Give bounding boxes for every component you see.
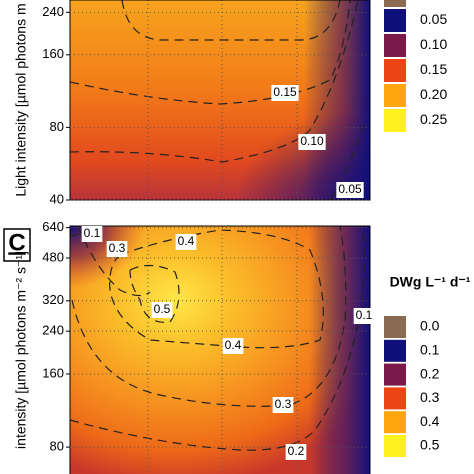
contour-label-bg [272,397,294,413]
contour-label: 0.4 [225,338,242,352]
legend-swatch [384,59,406,82]
contour-label: 0.1 [84,226,101,240]
contour-line [77,225,151,297]
legend-swatch [384,339,406,362]
legend-swatch [384,34,406,57]
contour-label-bg [298,134,326,150]
y-tick-label: 40 [50,191,64,206]
y-tick-label: 640 [42,219,64,234]
contour-line [69,0,351,105]
legend-label: 0.0 [420,318,440,334]
y-tick-label: 240 [42,4,64,19]
contour-label: 0.15 [273,85,297,99]
y-tick-label: 320 [42,292,64,307]
contour-label: 0.5 [154,302,171,316]
heatmap-corner [70,0,370,200]
legend-swatch [384,84,406,107]
legend-label: 0.3 [420,389,440,405]
panel-label: C [8,229,25,256]
legend-label: 0.5 [420,437,440,453]
contour-label-bg [336,182,364,198]
contour-label: 0.2 [288,444,305,458]
contour-label: 0.10 [300,134,324,148]
y-axis-label: Light intensity [µmol photons m [13,3,29,196]
legend-label: 0.1 [420,342,440,358]
contour-label-bg [222,338,244,354]
legend-label: 0.20 [420,86,447,102]
heatmap-corner [70,226,370,474]
legend-swatch [384,363,406,386]
legend-label: 0.00 [420,0,447,2]
y-axis-label: intensity [µmol photons m⁻² s⁻¹] [13,251,29,449]
contour-label: 0.1 [356,308,373,322]
y-tick-label: 160 [42,46,64,61]
panel-top: 40 80 160 240 Light intensity [µmol photons … [13,0,447,206]
legend-title: DWg L⁻¹ d⁻¹ [390,274,471,290]
legend-label: 0.25 [420,111,447,127]
y-tick-label: 240 [42,323,64,338]
legend-label: 0.4 [420,413,440,429]
legend-label: 0.05 [420,11,447,27]
legend-swatch [384,9,406,32]
contour-label: 0.05 [338,182,362,196]
y-tick-label: 80 [50,119,64,134]
y-tick-label: 160 [42,365,64,380]
contour-label-bg [106,241,128,257]
contour-label-bg [353,308,375,324]
y-tick-label: 480 [42,249,64,264]
panel-label-box [3,228,31,262]
contour-label-bg [81,226,103,242]
contour-label-bg [271,85,299,101]
legend-swatch [384,109,406,132]
legend-swatch [384,435,406,457]
plot-frame [69,225,371,474]
contour-line [121,0,341,41]
panel-bottom: C 80 160 240 320 480 640 intensity [µmol photo… [3,219,471,474]
contour-label: 0.3 [275,397,292,411]
legend-label: 0.15 [420,61,447,77]
contour-label-bg [285,444,307,460]
contour-line [129,264,180,323]
contour-line [329,119,366,201]
contour-label-bg [151,302,173,318]
contour-label-bg [175,234,197,250]
legend-swatch [384,387,406,410]
legend-label: 0.10 [420,36,447,52]
plot-frame [69,0,371,201]
legend-swatch [384,411,406,434]
legend-swatch [384,0,406,7]
contour-label: 0.3 [109,241,126,255]
contour-label: 0.4 [178,234,195,248]
legend-swatch [384,316,406,338]
y-tick-label: 80 [50,439,64,454]
legend-label: 0.2 [420,365,440,381]
